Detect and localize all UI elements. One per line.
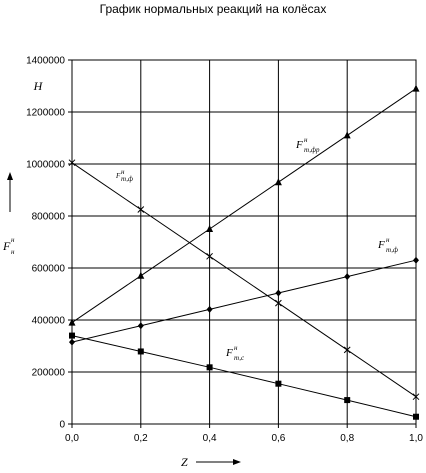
- series-3-point-3-b: [275, 299, 282, 307]
- series-2-point-0: [69, 332, 75, 339]
- series-3-point-3: [275, 299, 282, 307]
- y-axis-unit: Н: [33, 79, 44, 93]
- series-2-point-4: [344, 397, 351, 404]
- series-0-point-2: [206, 225, 214, 232]
- y-axis-label: F н н: [2, 172, 15, 256]
- y-tick-label-4: 800000: [32, 212, 66, 223]
- series-1-point-4: [344, 273, 351, 281]
- x-axis-label: Z: [181, 455, 241, 469]
- series-markers: [68, 84, 420, 420]
- x-tick-labels: 0,0 0,2 0,4 0,6 0,8 1,0: [65, 424, 423, 444]
- series-3-point-0-b: [68, 159, 76, 167]
- x-tick-label-1: 0,2: [134, 433, 148, 444]
- series-3-point-4: [343, 346, 351, 354]
- axes: [71, 59, 417, 425]
- series-2-point-1: [137, 348, 144, 355]
- series-1-point-5: [413, 256, 419, 264]
- x-tick-label-4: 0,8: [340, 433, 354, 444]
- series-1-point-2: [206, 305, 213, 313]
- series-3-point-1-b: [137, 206, 145, 213]
- x-axis-symbol: Z: [181, 455, 188, 469]
- series-1-point-0: [69, 338, 75, 346]
- series-label-0-sup: н: [304, 136, 308, 144]
- chart-title: График нормальных реакций на колёсах: [100, 2, 327, 16]
- series-3-point-5-b: [412, 393, 420, 401]
- y-tick-label-6: 1200000: [26, 108, 65, 119]
- y-axis-symbol-sub: н: [11, 248, 15, 256]
- series-0-point-3: [274, 178, 282, 186]
- series-0-point-1: [137, 271, 145, 279]
- x-tick-label-5: 1,0: [409, 433, 423, 444]
- y-tick-label-7: 1400000: [26, 56, 65, 67]
- series-lines: [71, 88, 417, 418]
- y-tick-label-0: 0: [59, 420, 65, 431]
- series-0-point-0: [68, 318, 76, 326]
- series-0-point-5: [412, 84, 420, 92]
- series-label-2-sub: т,с: [234, 354, 245, 362]
- series-label-0-sub: т,фр: [304, 146, 320, 154]
- series-label-0-main: F: [295, 139, 303, 151]
- x-axis-arrow-head: [233, 459, 241, 465]
- y-tick-label-2: 400000: [32, 316, 66, 327]
- x-tick-label-0: 0,0: [65, 433, 79, 444]
- x-tick-label-3: 0,6: [271, 433, 285, 444]
- series-label-1-sup: н: [386, 236, 390, 244]
- series-3-point-2-b: [206, 252, 213, 260]
- series-label-3-sup: н: [121, 168, 125, 176]
- series-3-point-1: [137, 206, 145, 213]
- series-label-3-sub: т,ф: [121, 175, 133, 183]
- series-line-2: [71, 335, 417, 418]
- plot-frame: [71, 59, 417, 425]
- series-label-1-main: F: [377, 239, 385, 251]
- y-axis-arrow-head: [7, 172, 13, 180]
- y-tick-labels: 0 200000 400000 600000 800000 1000000 1200000 1…: [26, 56, 72, 431]
- series-label-1-sub: т,ф: [386, 246, 398, 254]
- series-line-0: [71, 88, 417, 324]
- series-line-3: [71, 162, 417, 398]
- grid: [71, 59, 417, 425]
- series-1-point-1: [137, 322, 144, 330]
- series-2-point-3: [275, 380, 282, 387]
- series-line-1: [71, 259, 417, 343]
- series-2-point-5: [413, 413, 419, 420]
- series-label-2-main: F: [225, 347, 233, 359]
- series-label-3-main: F: [115, 172, 121, 180]
- y-tick-label-1: 200000: [32, 368, 66, 379]
- series-label-2-sup: н: [234, 344, 238, 352]
- x-tick-label-2: 0,4: [203, 433, 217, 444]
- y-axis-symbol-sup: н: [11, 236, 15, 244]
- series-0-point-4: [343, 131, 351, 139]
- series-1-point-3: [275, 289, 282, 297]
- y-tick-label-5: 1000000: [26, 160, 65, 171]
- series-3-point-0: [68, 159, 76, 167]
- series-3-point-2: [206, 252, 213, 260]
- series-3-point-4-b: [343, 346, 351, 354]
- y-tick-label-3: 600000: [32, 264, 66, 275]
- series-2-point-2: [206, 364, 213, 371]
- series-3-point-5: [412, 393, 420, 401]
- y-axis-symbol: F: [2, 239, 11, 253]
